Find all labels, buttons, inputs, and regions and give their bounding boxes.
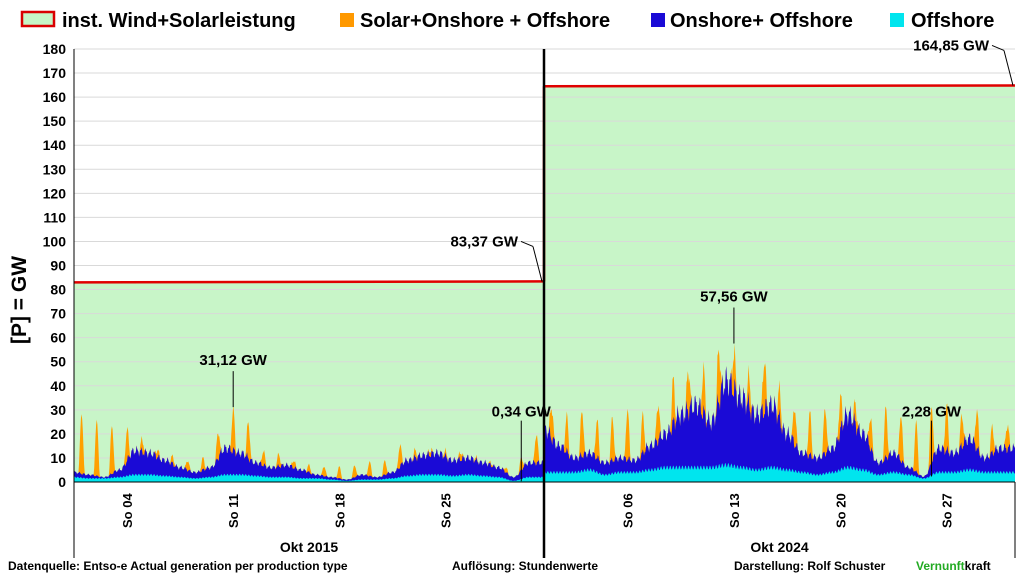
x-tick-label: So 18 — [332, 493, 347, 528]
y-tick-label: 110 — [43, 209, 66, 225]
y-tick-label: 180 — [43, 41, 67, 57]
x-tick-label: So 25 — [438, 493, 453, 528]
series-area-onshore-offshore-1 — [544, 366, 1015, 482]
annotation-peak-0: 31,12 GW — [199, 352, 267, 369]
footer-author: Darstellung: Rolf Schuster — [734, 559, 886, 573]
y-tick-label: 10 — [50, 450, 66, 466]
plot-background — [74, 85, 1015, 483]
y-axis-title: [P] = GW — [8, 256, 31, 344]
legend-swatch-1 — [340, 13, 354, 27]
legend-label-3: Offshore — [911, 10, 994, 32]
y-tick-label: 160 — [43, 89, 67, 105]
y-tick-label: 130 — [43, 161, 67, 177]
y-tick-label: 40 — [50, 378, 66, 394]
y-tick-label: 120 — [43, 185, 67, 201]
annotation-min-0: 0,34 GW — [492, 404, 552, 421]
y-tick-label: 150 — [43, 113, 67, 129]
y-tick-label: 0 — [58, 474, 66, 490]
annotation-leader — [1003, 50, 1014, 86]
y-tick-label: 50 — [50, 354, 66, 370]
axes: 0 10 20 30 40 50 60 70 80 90 100 110 120 130 140 150 160… — [43, 41, 1016, 558]
x-tick-label: So 04 — [120, 493, 135, 528]
footer: Datenquelle: Entso-e Actual generation p… — [8, 559, 991, 573]
y-tick-label: 140 — [43, 137, 67, 153]
x-tick-label: So 11 — [226, 494, 241, 528]
legend-label-1: Solar+Onshore + Offshore — [360, 10, 610, 32]
period-label-0: Okt 2015 — [280, 539, 339, 555]
installed-fill-0 — [74, 281, 544, 482]
period-label-1: Okt 2024 — [750, 539, 809, 555]
y-tick-label: 60 — [50, 330, 66, 346]
y-tick-label: 20 — [50, 426, 66, 442]
footer-source: Datenquelle: Entso-e Actual generation p… — [8, 559, 348, 573]
annotation-leader — [532, 246, 543, 282]
x-tick-label: So 27 — [940, 493, 955, 528]
x-tick-label: So 20 — [833, 493, 848, 528]
legend-label-2: Onshore+ Offshore — [670, 10, 853, 32]
x-tick-label: So 13 — [727, 493, 742, 528]
brand-black: kraft — [965, 559, 991, 573]
annotation-installed-0: 83,37 GW — [450, 233, 518, 250]
legend-swatch-3 — [890, 13, 904, 27]
annotation-peak-1: 57,56 GW — [700, 289, 768, 306]
installed-fill-1 — [544, 85, 1015, 483]
footer-resolution: Auflösung: Stundenwerte — [452, 559, 598, 573]
y-tick-label: 100 — [43, 233, 67, 249]
series-area-onshore-offshore-0 — [74, 444, 544, 482]
period-labels: Okt 2015 Okt 2024 — [280, 539, 809, 555]
footer-brand: Vernunftkraft — [916, 559, 991, 573]
series-areas — [74, 343, 1015, 482]
y-tick-label: 30 — [50, 402, 66, 418]
brand-green: Vernunft — [916, 559, 965, 573]
annotation-installed-1: 164,85 GW — [913, 37, 990, 54]
annotation-min-1: 2,28 GW — [902, 404, 962, 421]
series-area-offshore-1 — [544, 462, 1015, 482]
legend-swatch-installed — [20, 10, 56, 28]
annotations: 31,12 GW 0,34 GW 83,37 GW 57,56 GW 2,28 GW 16… — [199, 37, 1014, 482]
legend-swatch-2 — [651, 13, 665, 27]
x-tick-label: So 06 — [621, 493, 636, 528]
y-tick-label: 90 — [50, 258, 66, 274]
y-tick-label: 80 — [50, 282, 66, 298]
legend-label-0: inst. Wind+Solarleistung — [62, 10, 296, 32]
legend: inst. Wind+Solarleistung Solar+Onshore + … — [20, 10, 994, 32]
annotation-leader — [991, 44, 1005, 51]
y-tick-label: 170 — [43, 65, 67, 81]
installed-line-1 — [543, 84, 1016, 88]
annotation-leader — [520, 240, 534, 247]
series-area-offshore-0 — [74, 473, 544, 482]
y-tick-label: 70 — [50, 306, 66, 322]
installed-line-0 — [73, 280, 545, 284]
